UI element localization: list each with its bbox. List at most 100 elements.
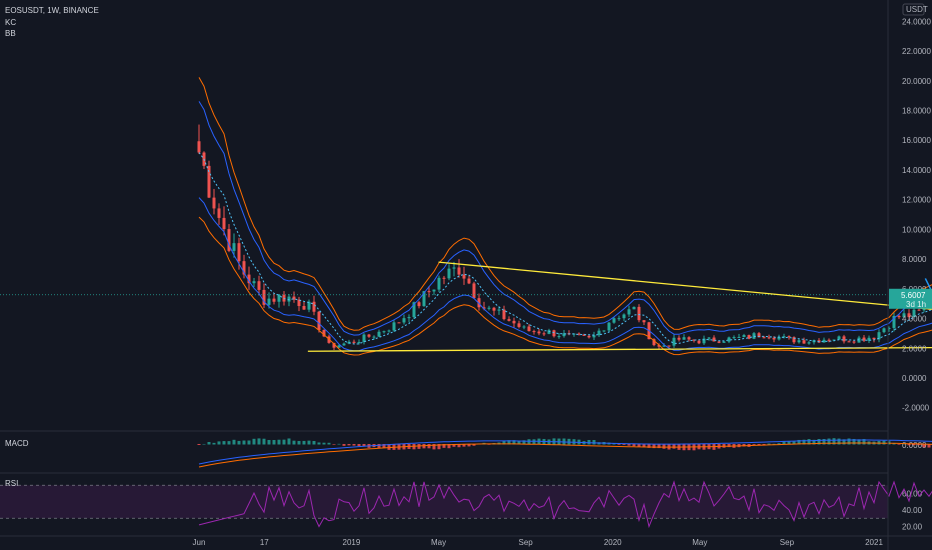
macd-title: MACD — [5, 439, 29, 448]
macd-histogram-bar — [752, 444, 756, 445]
time-tick-label: 2020 — [604, 538, 622, 547]
candle-body — [222, 217, 226, 230]
candle-body — [212, 197, 216, 209]
macd-histogram-bar — [787, 441, 791, 445]
candle-body — [532, 331, 536, 333]
candle-body — [562, 333, 566, 337]
candle-body — [652, 339, 656, 346]
macd-histogram-bar — [807, 439, 811, 445]
candle-body — [907, 313, 911, 318]
macd-histogram-bar — [317, 442, 321, 445]
macd-histogram-bar — [302, 440, 306, 445]
macd-histogram-bar — [227, 441, 231, 445]
candle-body — [587, 335, 591, 338]
candle-body — [577, 333, 581, 335]
macd-histogram-bar — [532, 439, 536, 445]
descending-trendline — [438, 261, 932, 310]
candle-body — [452, 267, 456, 269]
indicator-kc-legend[interactable]: KC — [5, 18, 17, 27]
macd-histogram-bar — [632, 444, 636, 447]
macd-histogram-bar — [242, 440, 246, 445]
candle-body — [247, 274, 251, 284]
bb-upper-band — [198, 101, 932, 336]
macd-histogram-bar — [267, 439, 271, 445]
macd-histogram-bar — [832, 438, 836, 445]
candle-body — [852, 341, 856, 343]
candle-body — [727, 337, 731, 342]
price-tick-label: -2.0000 — [902, 404, 930, 413]
candle-body — [487, 307, 491, 309]
price-tick-label: 16.0000 — [902, 136, 931, 145]
candle-body — [837, 336, 841, 340]
macd-histogram-bar — [252, 438, 256, 445]
candle-body — [757, 333, 761, 338]
candle-body — [547, 330, 551, 334]
candle-body — [672, 337, 676, 346]
candle-body — [552, 330, 556, 337]
time-tick-label: 2021 — [865, 538, 883, 547]
macd-histogram-bar — [332, 444, 336, 445]
macd-histogram-bar — [672, 444, 676, 449]
rsi-band-fill — [0, 485, 888, 519]
price-tick-label: 2.0000 — [902, 344, 927, 353]
countdown-label: 3d 1h — [906, 300, 926, 309]
candle-body — [517, 323, 521, 327]
candle-body — [792, 337, 796, 343]
macd-histogram-bar — [827, 438, 831, 445]
macd-histogram-bar — [382, 444, 386, 449]
indicator-bb-legend[interactable]: BB — [5, 29, 16, 38]
candle-body — [362, 334, 366, 343]
price-tick-label: 22.0000 — [902, 47, 931, 56]
candle-body — [407, 317, 411, 319]
candle-body — [262, 289, 266, 305]
candle-body — [462, 274, 466, 279]
candle-body — [337, 345, 341, 348]
candle-body — [447, 268, 451, 279]
macd-histogram-bar — [797, 439, 801, 445]
macd-histogram-bar — [652, 444, 656, 449]
kc-upper-band — [198, 77, 932, 331]
macd-histogram-bar — [342, 444, 346, 446]
price-tick-label: 0.0000 — [902, 374, 927, 383]
candle-body — [622, 314, 626, 319]
candle-body — [617, 318, 621, 320]
candle-body — [457, 267, 461, 275]
candle-body — [732, 337, 736, 339]
candle-body — [342, 343, 346, 346]
macd-histogram-bar — [212, 442, 216, 445]
candle-body — [427, 291, 431, 293]
macd-histogram-bar — [627, 444, 631, 446]
macd-histogram-bar — [282, 439, 286, 445]
macd-histogram-bar — [387, 444, 391, 450]
macd-histogram-bar — [462, 444, 466, 447]
candle-body — [352, 341, 356, 343]
candle-body — [432, 289, 436, 292]
candle-body — [767, 337, 771, 339]
candle-body — [322, 329, 326, 337]
macd-line — [198, 439, 932, 465]
candle-body — [612, 318, 616, 323]
candle-body — [227, 229, 231, 251]
symbol-legend[interactable]: EOSUSDT, 1W, BINANCE — [5, 6, 99, 15]
macd-histogram-bar — [297, 440, 301, 445]
candle-body — [372, 336, 376, 338]
candle-body — [682, 337, 686, 340]
time-tick-label: Sep — [780, 538, 795, 547]
macd-histogram-bar — [622, 444, 626, 445]
candle-body — [332, 342, 336, 348]
rsi-tick-label: 60.00 — [902, 490, 923, 499]
time-tick-label: 2019 — [343, 538, 361, 547]
candle-body — [912, 309, 916, 318]
macd-histogram-bar — [857, 439, 861, 445]
macd-histogram-bar — [642, 444, 646, 448]
macd-histogram-bar — [457, 444, 461, 448]
rsi-title: RSI — [5, 479, 18, 488]
candle-body — [762, 337, 766, 339]
candle-body — [747, 335, 751, 339]
macd-histogram-bar — [222, 441, 226, 445]
candle-body — [512, 320, 516, 324]
candle-body — [272, 298, 276, 302]
candle-body — [897, 315, 901, 318]
candle-body — [632, 306, 636, 310]
